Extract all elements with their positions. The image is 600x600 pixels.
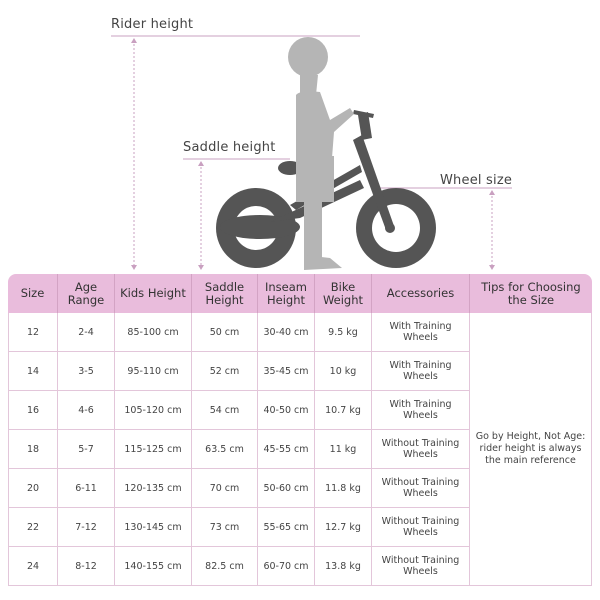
- cell-size: 22: [8, 508, 58, 547]
- cell-kids-height: 120-135 cm: [115, 469, 192, 508]
- cell-inseam-height: 60-70 cm: [258, 547, 315, 586]
- column-header-size: Size: [8, 274, 58, 313]
- cell-inseam-height: 30-40 cm: [258, 313, 315, 352]
- cell-age-range: 6-11: [58, 469, 115, 508]
- wheel-size-label: Wheel size: [440, 173, 513, 188]
- cell-bike-weight: 11.8 kg: [315, 469, 372, 508]
- cell-accessories: With Training Wheels: [372, 391, 470, 430]
- rider-height-guide: [111, 35, 360, 270]
- cell-accessories: Without Training Wheels: [372, 469, 470, 508]
- table-header-row: Size Age Range Kids Height Saddle Height Ins…: [8, 274, 592, 313]
- column-header-accessories: Accessories: [372, 274, 470, 313]
- cell-inseam-height: 40-50 cm: [258, 391, 315, 430]
- cell-size: 20: [8, 469, 58, 508]
- cell-kids-height: 130-145 cm: [115, 508, 192, 547]
- bike-size-illustration: [111, 35, 512, 270]
- cell-size: 24: [8, 547, 58, 586]
- cell-size: 16: [8, 391, 58, 430]
- cell-kids-height: 95-110 cm: [115, 352, 192, 391]
- cell-kids-height: 85-100 cm: [115, 313, 192, 352]
- table-row: 12 2-4 85-100 cm 50 cm 30-40 cm 9.5 kg With Tr…: [8, 313, 592, 586]
- column-header-kids-height: Kids Height: [115, 274, 192, 313]
- cell-size: 18: [8, 430, 58, 469]
- cell-age-range: 5-7: [58, 430, 115, 469]
- cell-saddle-height: 50 cm: [192, 313, 258, 352]
- wheel-size-guide: [380, 187, 512, 270]
- rider-height-label: Rider height: [111, 17, 194, 32]
- cell-bike-weight: 10.7 kg: [315, 391, 372, 430]
- table-row: 22 7-12 130-145 cm 73 cm 55-65 cm 12.7 kg With…: [8, 508, 592, 547]
- cell-accessories: With Training Wheels: [372, 352, 470, 391]
- column-header-inseam-height: Inseam Height: [258, 274, 315, 313]
- column-header-bike-weight: Bike Weight: [315, 274, 372, 313]
- cell-inseam-height: 55-65 cm: [258, 508, 315, 547]
- saddle-height-guide: [183, 158, 290, 270]
- cell-bike-weight: 10 kg: [315, 352, 372, 391]
- table-row: 18 5-7 115-125 cm 63.5 cm 45-55 cm 11 kg Witho…: [8, 430, 592, 469]
- cell-inseam-height: 45-55 cm: [258, 430, 315, 469]
- cell-age-range: 3-5: [58, 352, 115, 391]
- cell-kids-height: 140-155 cm: [115, 547, 192, 586]
- cell-accessories: Without Training Wheels: [372, 547, 470, 586]
- cell-age-range: 4-6: [58, 391, 115, 430]
- column-header-tips: Tips for Choosing the Size: [470, 274, 592, 313]
- saddle-height-label: Saddle height: [183, 140, 276, 155]
- cell-bike-weight: 11 kg: [315, 430, 372, 469]
- cell-saddle-height: 70 cm: [192, 469, 258, 508]
- cell-accessories: Without Training Wheels: [372, 508, 470, 547]
- cell-inseam-height: 50-60 cm: [258, 469, 315, 508]
- column-header-saddle-height: Saddle Height: [192, 274, 258, 313]
- cell-size: 12: [8, 313, 58, 352]
- cell-saddle-height: 52 cm: [192, 352, 258, 391]
- cell-saddle-height: 73 cm: [192, 508, 258, 547]
- cell-age-range: 2-4: [58, 313, 115, 352]
- table-row: 20 6-11 120-135 cm 70 cm 50-60 cm 11.8 kg With…: [8, 469, 592, 508]
- table-row: 16 4-6 105-120 cm 54 cm 40-50 cm 10.7 kg With …: [8, 391, 592, 430]
- cell-bike-weight: 13.8 kg: [315, 547, 372, 586]
- cell-bike-weight: 12.7 kg: [315, 508, 372, 547]
- cell-age-range: 7-12: [58, 508, 115, 547]
- child-silhouette-icon: [288, 37, 354, 270]
- cell-age-range: 8-12: [58, 547, 115, 586]
- size-chart-table: Size Age Range Kids Height Saddle Height Ins…: [8, 274, 592, 586]
- cell-size: 14: [8, 352, 58, 391]
- cell-saddle-height: 82.5 cm: [192, 547, 258, 586]
- cell-saddle-height: 63.5 cm: [192, 430, 258, 469]
- cell-kids-height: 105-120 cm: [115, 391, 192, 430]
- cell-accessories: With Training Wheels: [372, 313, 470, 352]
- table-row: 24 8-12 140-155 cm 82.5 cm 60-70 cm 13.8 kg Wi…: [8, 547, 592, 586]
- cell-saddle-height: 54 cm: [192, 391, 258, 430]
- table-row: 14 3-5 95-110 cm 52 cm 35-45 cm 10 kg With Tra…: [8, 352, 592, 391]
- cell-kids-height: 115-125 cm: [115, 430, 192, 469]
- column-header-age-range: Age Range: [58, 274, 115, 313]
- cell-inseam-height: 35-45 cm: [258, 352, 315, 391]
- cell-tips: Go by Height, Not Age: rider height is a…: [470, 313, 592, 586]
- cell-accessories: Without Training Wheels: [372, 430, 470, 469]
- cell-bike-weight: 9.5 kg: [315, 313, 372, 352]
